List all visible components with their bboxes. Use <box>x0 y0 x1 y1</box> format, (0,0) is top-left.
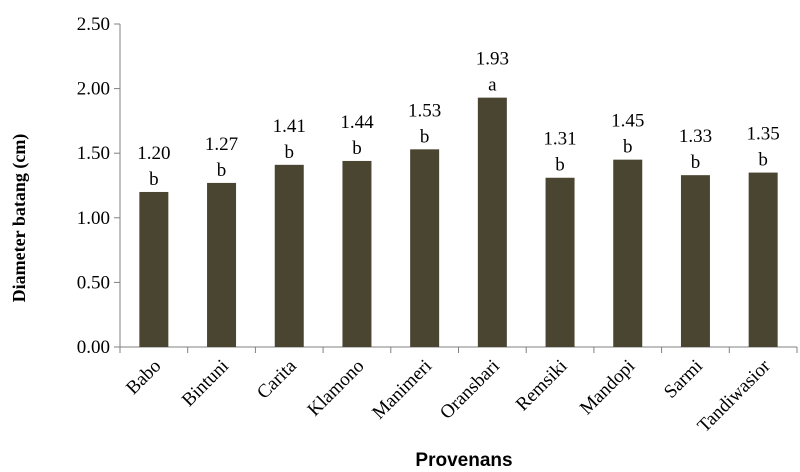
value-label: 1.45 <box>611 111 644 132</box>
x-axis: Babo Bintuni Carita Klamono Manimeri Oransbar… <box>119 346 798 437</box>
y-tick-label: 2.00 <box>77 79 110 100</box>
category-label: Tandiwasior <box>694 355 776 437</box>
bar-klamono <box>342 160 372 347</box>
value-label: 1.20 <box>137 143 170 164</box>
y-tick-label: 1.00 <box>77 208 110 229</box>
value-label: 1.35 <box>747 124 780 145</box>
value-label: 1.53 <box>408 100 441 121</box>
value-label: 1.33 <box>679 126 712 147</box>
bar-manimeri <box>410 149 440 347</box>
category-label: Bintuni <box>178 356 233 411</box>
bar-mandopi <box>613 159 643 347</box>
category-label: Sarmi <box>660 356 707 403</box>
value-label: 1.93 <box>476 49 509 70</box>
value-label: 1.41 <box>273 116 306 137</box>
significance-letter: b <box>149 169 159 190</box>
category-label: Babo <box>122 356 165 399</box>
value-label: 1.27 <box>205 134 238 155</box>
significance-letter: b <box>217 160 227 181</box>
y-tick-label: 0.50 <box>77 272 110 293</box>
significance-letter: b <box>555 155 565 176</box>
bar-remsiki <box>545 177 575 347</box>
value-label: 1.44 <box>340 112 374 133</box>
bar-sarmi <box>680 175 710 347</box>
significance-letter: b <box>623 137 633 158</box>
category-label: Carita <box>253 355 301 403</box>
y-tick-label: 1.50 <box>77 143 110 164</box>
category-label: Manimeri <box>368 356 436 424</box>
bar-oransbari <box>477 97 507 347</box>
bar-carita <box>274 164 304 347</box>
x-axis-title: Provenans <box>415 450 512 471</box>
category-label: Klamono <box>304 356 369 421</box>
significance-letter: b <box>691 152 701 173</box>
bar-tandiwasior <box>748 172 778 347</box>
bar-bintuni <box>207 182 237 347</box>
significance-letter: b <box>352 138 362 159</box>
significance-letter: a <box>488 75 497 96</box>
y-axis-title: Diameter batang (cm) <box>9 134 30 303</box>
value-label: 1.31 <box>543 129 576 150</box>
y-axis: 0.00 0.50 1.00 1.50 2.00 2.50 <box>77 14 121 358</box>
significance-letter: b <box>420 126 430 147</box>
significance-letter: b <box>758 150 768 171</box>
category-label: Remsiki <box>512 356 572 416</box>
category-label: Oransbari <box>436 356 504 424</box>
category-label: Mandopi <box>576 356 639 419</box>
significance-letter: b <box>285 142 295 163</box>
bars <box>139 97 778 347</box>
bar-babo <box>139 191 169 347</box>
y-tick-label: 0.00 <box>77 337 110 358</box>
y-tick-label: 2.50 <box>77 14 110 35</box>
data-labels: 1.20 b 1.27 b 1.41 b 1.44 b 1.53 b 1.93 a 1.31 b 1.45 b… <box>137 49 780 190</box>
